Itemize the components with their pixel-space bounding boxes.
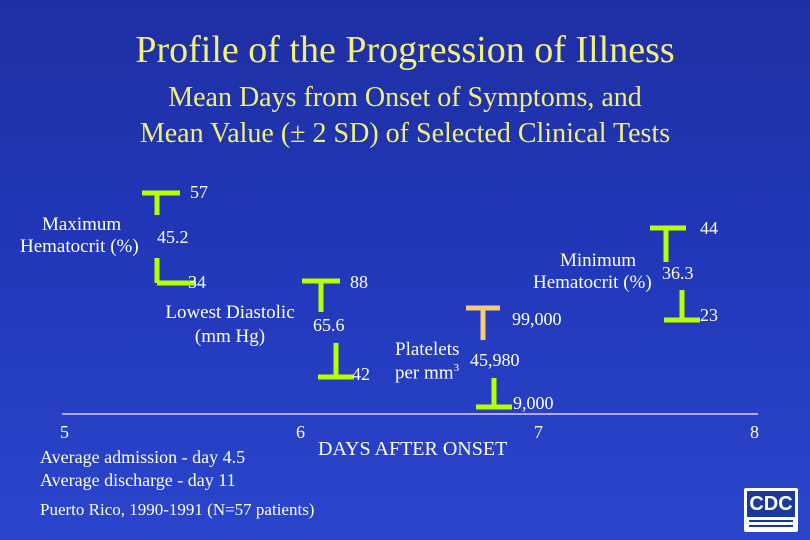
note-source: Puerto Rico, 1990-1991 (N=57 patients) <box>40 500 315 519</box>
platelets-lower-value: 9,000 <box>513 393 554 413</box>
axis-tick-day-6: 6 <box>296 422 305 442</box>
min-hematocrit-label-line2: Hematocrit (%) <box>533 272 652 293</box>
page-title: Profile of the Progression of Illness <box>135 29 675 71</box>
platelets-unit-exponent: 3 <box>453 362 460 374</box>
min-hematocrit-upper-value: 44 <box>700 218 718 238</box>
subtitle-line-1: Mean Days from Onset of Symptoms, and <box>168 82 642 113</box>
cdc-logo-rule-2 <box>749 525 793 527</box>
platelets-label-line2: per mm3 <box>395 362 459 384</box>
axis-tick-day-5: 5 <box>60 422 69 442</box>
note-discharge: Average discharge - day 11 <box>40 470 236 490</box>
axis-tick-day-8: 8 <box>750 422 759 442</box>
max-hematocrit-range-bar <box>142 190 196 286</box>
max-hematocrit-upper-value: 57 <box>190 182 208 202</box>
diastolic-label-line1: Lowest Diastolic <box>165 302 295 323</box>
subtitle-line-2: Mean Value (± 2 SD) of Selected Clinical… <box>139 118 671 149</box>
max-hematocrit-label-line1: Maximum <box>42 214 122 235</box>
max-hematocrit-label-line2: Hematocrit (%) <box>20 236 139 257</box>
max-hematocrit-lower-value: 34 <box>188 272 206 292</box>
diastolic-lower-value: 42 <box>352 364 370 384</box>
platelets-unit-base: per mm <box>395 362 454 384</box>
platelets-upper-value: 99,000 <box>512 309 562 329</box>
cdc-logo-rule <box>749 520 793 522</box>
note-admission: Average admission - day 4.5 <box>40 447 246 467</box>
diastolic-upper-value: 88 <box>350 272 368 292</box>
diastolic-range-bar <box>302 278 354 380</box>
min-hematocrit-mean-value: 36.3 <box>662 263 694 283</box>
platelets-range-bar <box>466 305 500 340</box>
min-hematocrit-label-line1: Minimum <box>560 250 637 271</box>
platelets-mean-value: 45,980 <box>470 350 520 370</box>
cdc-logo: CDC <box>744 488 798 532</box>
diastolic-mean-value: 65.6 <box>313 315 345 335</box>
min-hematocrit-lower-value: 23 <box>700 305 718 325</box>
axis-tick-day-7: 7 <box>534 422 543 442</box>
max-hematocrit-mean-value: 45.2 <box>157 227 189 247</box>
platelets-label-line1: Platelets <box>395 339 460 360</box>
min-hematocrit-range-bar <box>650 225 700 323</box>
platelets-lower-bar <box>476 378 512 410</box>
cdc-logo-text: CDC <box>747 491 795 517</box>
diastolic-label-line2: (mm Hg) <box>194 326 266 347</box>
axis-label: DAYS AFTER ONSET <box>318 438 508 460</box>
